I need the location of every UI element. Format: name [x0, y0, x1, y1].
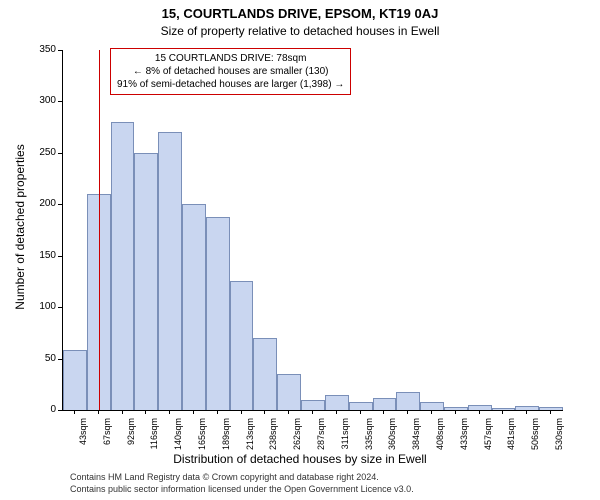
x-tick-label: 43sqm	[78, 418, 88, 466]
histogram-bar	[111, 122, 135, 410]
x-tick-label: 262sqm	[292, 418, 302, 466]
chart-title: 15, COURTLANDS DRIVE, EPSOM, KT19 0AJ	[0, 6, 600, 21]
y-tick-mark	[58, 50, 62, 51]
x-tick-mark	[98, 410, 99, 414]
x-tick-label: 287sqm	[316, 418, 326, 466]
x-tick-label: 384sqm	[411, 418, 421, 466]
histogram-bar	[63, 350, 87, 410]
y-tick-mark	[58, 410, 62, 411]
y-tick-mark	[58, 153, 62, 154]
x-tick-mark	[383, 410, 384, 414]
x-tick-mark	[431, 410, 432, 414]
y-tick-mark	[58, 256, 62, 257]
y-tick-label: 150	[30, 250, 56, 261]
y-axis-label: Number of detached properties	[13, 127, 27, 327]
chart-subtitle: Size of property relative to detached ho…	[0, 24, 600, 38]
property-marker-line	[99, 50, 100, 410]
x-tick-mark	[241, 410, 242, 414]
plot-area	[62, 50, 563, 411]
x-tick-mark	[550, 410, 551, 414]
y-tick-label: 100	[30, 301, 56, 312]
y-tick-mark	[58, 204, 62, 205]
x-tick-label: 238sqm	[268, 418, 278, 466]
histogram-bar	[420, 402, 444, 410]
x-tick-mark	[169, 410, 170, 414]
y-tick-label: 300	[30, 95, 56, 106]
x-tick-mark	[360, 410, 361, 414]
attribution-line-2: Contains public sector information licen…	[70, 484, 414, 496]
x-tick-label: 530sqm	[554, 418, 564, 466]
x-tick-mark	[407, 410, 408, 414]
histogram-bar	[158, 132, 182, 410]
histogram-bar	[277, 374, 301, 410]
histogram-bar	[230, 281, 254, 410]
x-tick-label: 506sqm	[530, 418, 540, 466]
histogram-bar	[349, 402, 373, 410]
x-tick-label: 189sqm	[221, 418, 231, 466]
y-tick-mark	[58, 307, 62, 308]
histogram-bar	[325, 395, 349, 410]
x-tick-mark	[502, 410, 503, 414]
x-tick-label: 408sqm	[435, 418, 445, 466]
histogram-bar	[373, 398, 397, 410]
x-tick-label: 335sqm	[364, 418, 374, 466]
x-tick-label: 92sqm	[126, 418, 136, 466]
histogram-bar	[396, 392, 420, 411]
x-tick-label: 481sqm	[506, 418, 516, 466]
x-tick-label: 433sqm	[459, 418, 469, 466]
x-tick-mark	[145, 410, 146, 414]
x-tick-mark	[312, 410, 313, 414]
x-tick-mark	[74, 410, 75, 414]
chart-container: 15, COURTLANDS DRIVE, EPSOM, KT19 0AJ Si…	[0, 0, 600, 500]
y-tick-label: 0	[30, 404, 56, 415]
x-tick-mark	[264, 410, 265, 414]
y-tick-mark	[58, 101, 62, 102]
histogram-bar	[134, 153, 158, 410]
x-tick-mark	[455, 410, 456, 414]
x-tick-mark	[217, 410, 218, 414]
y-tick-label: 200	[30, 198, 56, 209]
y-tick-label: 50	[30, 353, 56, 364]
histogram-bar	[253, 338, 277, 410]
x-tick-label: 165sqm	[197, 418, 207, 466]
y-tick-label: 250	[30, 147, 56, 158]
x-tick-label: 140sqm	[173, 418, 183, 466]
x-tick-mark	[122, 410, 123, 414]
x-tick-label: 213sqm	[245, 418, 255, 466]
x-tick-label: 360sqm	[387, 418, 397, 466]
x-tick-mark	[193, 410, 194, 414]
attribution-line-1: Contains HM Land Registry data © Crown c…	[70, 472, 414, 484]
x-tick-label: 457sqm	[483, 418, 493, 466]
histogram-bar	[301, 400, 325, 410]
x-tick-mark	[479, 410, 480, 414]
attribution: Contains HM Land Registry data © Crown c…	[70, 472, 414, 495]
x-tick-label: 116sqm	[149, 418, 159, 466]
histogram-bar	[206, 217, 230, 410]
x-tick-label: 67sqm	[102, 418, 112, 466]
x-tick-mark	[288, 410, 289, 414]
x-tick-label: 311sqm	[340, 418, 350, 466]
x-tick-mark	[336, 410, 337, 414]
y-tick-label: 350	[30, 44, 56, 55]
y-tick-mark	[58, 359, 62, 360]
histogram-bar	[182, 204, 206, 410]
x-tick-mark	[526, 410, 527, 414]
